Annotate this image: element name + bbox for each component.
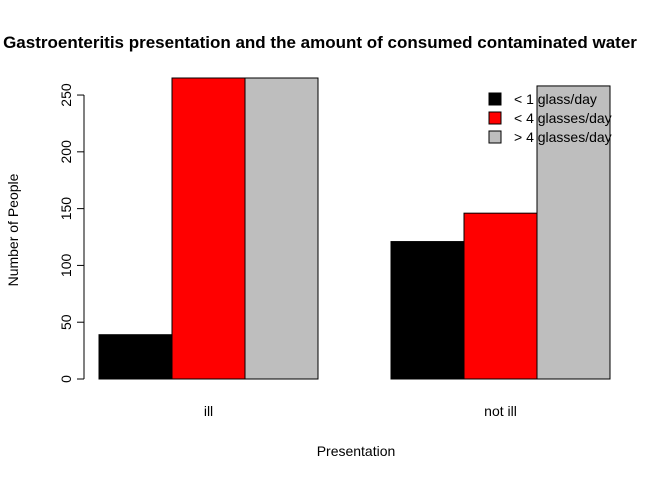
- bars-group: [98, 77, 611, 380]
- legend-swatch: [488, 92, 502, 106]
- legend-swatch: [488, 130, 502, 144]
- y-axis-title: Number of People: [5, 173, 21, 286]
- y-tick-label: 150: [58, 197, 74, 221]
- bar-not-ill-series-1: [390, 241, 465, 380]
- y-axis: 0 50 100 150 200 250: [58, 83, 85, 383]
- y-tick-label: 200: [58, 140, 74, 164]
- chart-title: Gastroenteritis presentation and the amo…: [3, 33, 637, 52]
- bar-ill-series-3: [244, 77, 319, 380]
- x-axis-labels: ill not ill: [204, 403, 517, 419]
- y-tick-label: 0: [58, 375, 74, 383]
- x-axis-title: Presentation: [317, 443, 396, 459]
- legend-label: < 4 glasses/day: [514, 110, 612, 126]
- legend-label: < 1 glass/day: [514, 91, 597, 107]
- y-tick-label: 50: [58, 314, 74, 330]
- bar-not-ill-series-2: [463, 212, 538, 380]
- bar-ill-series-2: [171, 77, 246, 380]
- legend-label: > 4 glasses/day: [514, 129, 612, 145]
- legend-swatch: [488, 111, 502, 125]
- y-tick-label: 250: [58, 83, 74, 107]
- legend: < 1 glass/day < 4 glasses/day > 4 glasses/…: [488, 91, 612, 145]
- bar-not-ill-series-3: [536, 85, 611, 380]
- x-tick-label: ill: [204, 403, 213, 419]
- bar-ill-series-1: [98, 334, 173, 380]
- y-tick-label: 100: [58, 254, 74, 278]
- x-tick-label: not ill: [484, 403, 517, 419]
